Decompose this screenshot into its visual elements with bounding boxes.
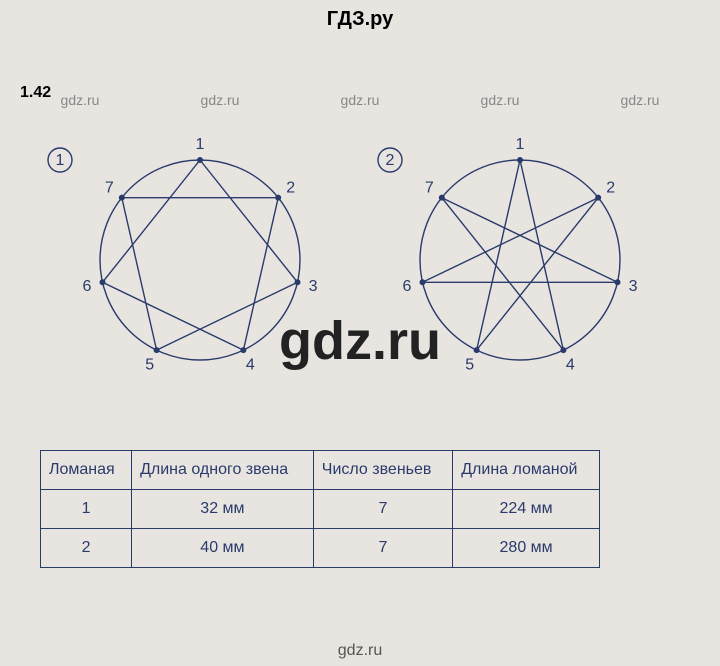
- diagram-1: 1 2 3 4 5 6 7 1 1 2 3 4 5 6 7 2: [0, 120, 720, 420]
- watermark-small: gdz.ru: [481, 92, 520, 108]
- svg-text:5: 5: [465, 357, 474, 374]
- data-table: Ломаная Длина одного звена Число звеньев…: [40, 450, 600, 568]
- data-table-wrap: Ломаная Длина одного звена Число звеньев…: [40, 450, 600, 568]
- svg-text:5: 5: [145, 357, 154, 374]
- svg-text:2: 2: [286, 180, 295, 197]
- watermark-row: gdz.ru gdz.ru gdz.ru gdz.ru gdz.ru: [0, 92, 720, 108]
- cell: 7: [313, 490, 452, 529]
- watermark-small: gdz.ru: [201, 92, 240, 108]
- svg-text:7: 7: [105, 180, 114, 197]
- cell: 280 мм: [453, 529, 600, 568]
- col-header: Длина ломаной: [453, 451, 600, 490]
- page-footer: gdz.ru: [0, 642, 720, 660]
- svg-text:6: 6: [82, 278, 91, 295]
- svg-text:4: 4: [566, 357, 575, 374]
- col-header: Число звеньев: [313, 451, 452, 490]
- svg-text:7: 7: [425, 180, 434, 197]
- svg-text:2: 2: [606, 180, 615, 197]
- col-header: Длина одного звена: [132, 451, 314, 490]
- cell: 1: [41, 490, 132, 529]
- svg-text:3: 3: [309, 278, 318, 295]
- page-header: ГДЗ.ру: [0, 0, 720, 39]
- cell: 2: [41, 529, 132, 568]
- svg-text:2: 2: [386, 152, 395, 169]
- svg-text:1: 1: [56, 152, 65, 169]
- svg-text:1: 1: [516, 136, 525, 153]
- diagram-area: 1 2 3 4 5 6 7 1 1 2 3 4 5 6 7 2: [0, 120, 720, 420]
- svg-text:6: 6: [402, 278, 411, 295]
- cell: 7: [313, 529, 452, 568]
- cell: 32 мм: [132, 490, 314, 529]
- cell: 40 мм: [132, 529, 314, 568]
- table-row: 2 40 мм 7 280 мм: [41, 529, 600, 568]
- table-row: 1 32 мм 7 224 мм: [41, 490, 600, 529]
- cell: 224 мм: [453, 490, 600, 529]
- svg-text:3: 3: [629, 278, 638, 295]
- col-header: Ломаная: [41, 451, 132, 490]
- watermark-small: gdz.ru: [61, 92, 100, 108]
- svg-text:1: 1: [196, 136, 205, 153]
- table-header-row: Ломаная Длина одного звена Число звеньев…: [41, 451, 600, 490]
- watermark-small: gdz.ru: [621, 92, 660, 108]
- svg-text:4: 4: [246, 357, 255, 374]
- watermark-small: gdz.ru: [341, 92, 380, 108]
